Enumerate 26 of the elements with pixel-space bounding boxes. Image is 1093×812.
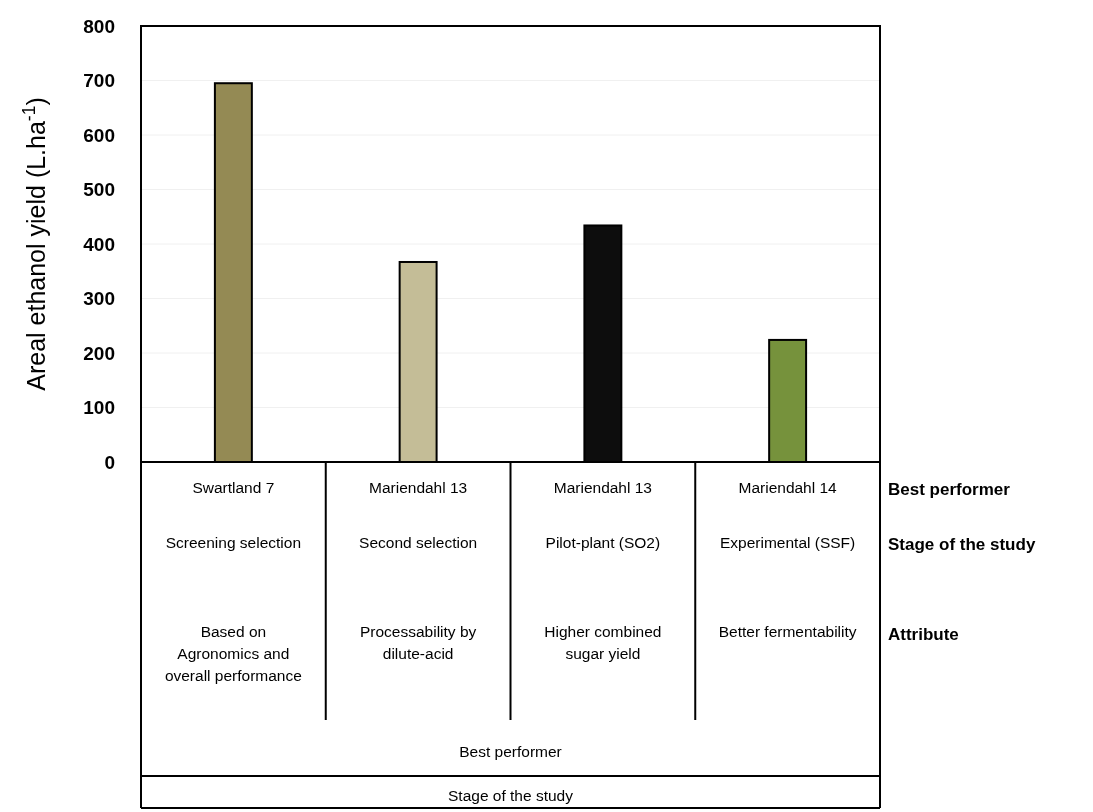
x-tick-label: Swartland 7 [192,479,275,496]
text: Stage of the study [888,535,1036,554]
text: Attribute [888,625,959,644]
text: Higher combined sugar yield [544,623,662,662]
text: Pilot-plant (SO2) [545,534,661,551]
y-tick-label: 0 [104,451,115,473]
text: Second selection [359,534,478,551]
y-tick-label: 500 [83,179,115,201]
y-tick-label: 100 [83,397,115,419]
x-tick-label: Mariendahl 13 [369,479,468,496]
x-tick-label: Mariendahl 14 [738,479,838,496]
y-tick-label: 300 [83,288,115,310]
text: Best performer [888,480,1011,499]
text: Experimental (SSF) [720,534,856,551]
text: Screening selection [165,534,302,551]
y-tick-label: 700 [83,70,115,92]
text: Processability by dilute-acid [359,623,477,662]
text: Stage of the study [448,787,574,804]
y-tick-label: 200 [83,342,115,364]
text: Better fermentability [718,623,857,640]
text: Based on Agronomics and overall performance [164,623,302,684]
y-tick-label: 400 [83,233,115,255]
y-tick-label: 800 [83,15,115,37]
y-tick-label: 600 [83,124,115,146]
text: Best performer [459,743,562,760]
x-tick-label: Mariendahl 13 [553,479,652,496]
